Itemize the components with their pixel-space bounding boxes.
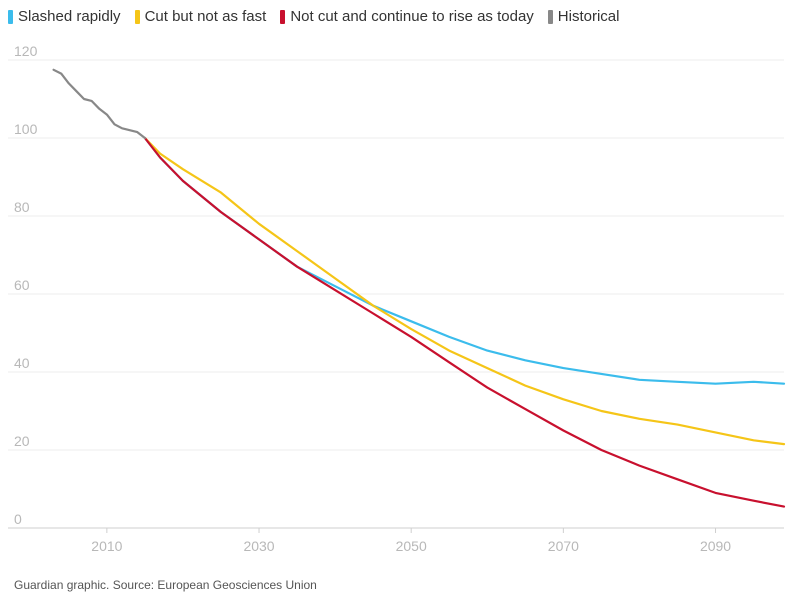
y-tick-label: 60 xyxy=(14,277,30,293)
legend-item-not-cut: Not cut and continue to rise as today xyxy=(280,8,534,25)
legend-label-historical: Historical xyxy=(557,8,620,25)
series-line-slashed-rapidly xyxy=(143,136,786,385)
y-axis-ticks: 0 20 40 60 80 100 120 xyxy=(14,43,38,527)
legend-item-slashed-rapidly: Slashed rapidly xyxy=(8,8,121,25)
series-line-cut-but-not-as-fast xyxy=(143,136,786,446)
legend-item-historical: Historical xyxy=(547,8,620,25)
x-tick-label: 2010 xyxy=(91,538,122,554)
y-tick-label: 100 xyxy=(14,121,38,137)
y-tick-label: 0 xyxy=(14,511,22,527)
legend: Slashed rapidly Cut but not as fast Not … xyxy=(8,8,619,25)
legend-swatch-not-cut xyxy=(280,9,286,24)
legend-label-slashed-rapidly: Slashed rapidly xyxy=(18,8,121,25)
source-note: Guardian graphic. Source: European Geosc… xyxy=(14,578,317,592)
series-lines xyxy=(52,68,786,508)
line-chart: 0 20 40 60 80 100 120 2010 2030 2050 2070 2090 xyxy=(8,43,786,554)
legend-label-cut-not-as-fast: Cut but not as fast xyxy=(144,8,267,25)
y-tick-label: 40 xyxy=(14,355,30,371)
legend-swatch-historical xyxy=(547,9,553,24)
y-tick-label: 20 xyxy=(14,433,30,449)
x-tick-label: 2070 xyxy=(548,538,579,554)
series-line-historical xyxy=(52,68,146,140)
series-line-not-cut-and-continue-to-rise-as-today xyxy=(143,136,786,508)
x-axis-ticks: 2010 2030 2050 2070 2090 xyxy=(91,528,731,554)
y-tick-label: 80 xyxy=(14,199,30,215)
legend-swatch-slashed-rapidly xyxy=(8,9,13,24)
gridlines xyxy=(8,59,784,529)
x-tick-label: 2030 xyxy=(243,538,274,554)
x-tick-label: 2050 xyxy=(396,538,427,554)
x-tick-label: 2090 xyxy=(700,538,731,554)
legend-swatch-cut-not-as-fast xyxy=(134,9,140,24)
legend-item-cut-not-as-fast: Cut but not as fast xyxy=(134,8,267,25)
y-tick-label: 120 xyxy=(14,43,38,59)
legend-label-not-cut: Not cut and continue to rise as today xyxy=(290,8,534,25)
